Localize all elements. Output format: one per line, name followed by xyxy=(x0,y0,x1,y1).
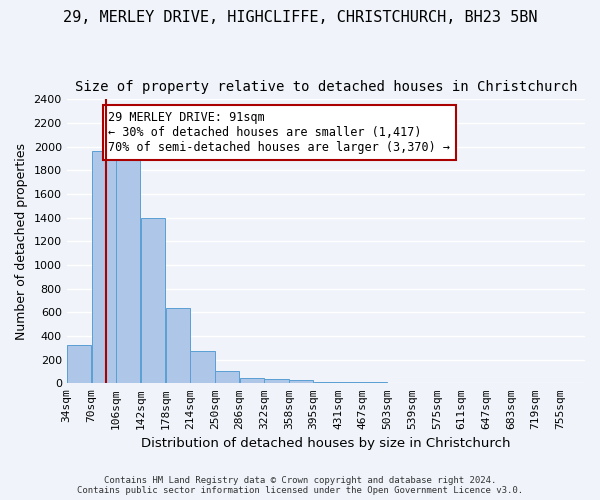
Bar xyxy=(67,346,91,384)
Title: Size of property relative to detached houses in Christchurch: Size of property relative to detached ho… xyxy=(74,80,577,94)
Text: Contains HM Land Registry data © Crown copyright and database right 2024.
Contai: Contains HM Land Registry data © Crown c… xyxy=(77,476,523,495)
Bar xyxy=(166,308,190,384)
Bar xyxy=(239,378,264,384)
Bar xyxy=(116,152,140,384)
Bar xyxy=(265,379,289,384)
Bar xyxy=(338,382,362,384)
Bar xyxy=(388,382,412,384)
Bar xyxy=(190,352,215,384)
Y-axis label: Number of detached properties: Number of detached properties xyxy=(15,143,28,340)
Text: 29 MERLEY DRIVE: 91sqm
← 30% of detached houses are smaller (1,417)
70% of semi-: 29 MERLEY DRIVE: 91sqm ← 30% of detached… xyxy=(109,110,451,154)
Text: 29, MERLEY DRIVE, HIGHCLIFFE, CHRISTCHURCH, BH23 5BN: 29, MERLEY DRIVE, HIGHCLIFFE, CHRISTCHUR… xyxy=(63,10,537,25)
X-axis label: Distribution of detached houses by size in Christchurch: Distribution of detached houses by size … xyxy=(141,437,511,450)
Bar xyxy=(141,218,165,384)
Bar xyxy=(289,380,313,384)
Bar xyxy=(92,152,116,384)
Bar xyxy=(215,372,239,384)
Bar xyxy=(314,382,338,384)
Bar xyxy=(363,382,387,384)
